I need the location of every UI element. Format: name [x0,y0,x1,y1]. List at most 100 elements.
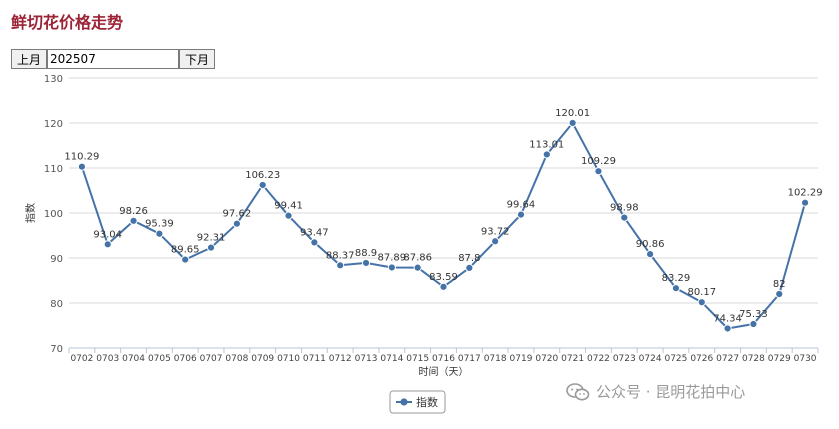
data-point [542,150,551,159]
data-point [155,229,164,238]
data-label: 83.59 [429,272,458,283]
x-tick-label: 0720 [535,354,558,364]
legend-marker [400,398,408,406]
data-label: 92.31 [197,233,226,244]
x-tick-label: 0713 [355,354,378,364]
data-label: 98.26 [119,206,148,217]
data-point [310,238,319,247]
x-tick-label: 0710 [277,354,300,364]
x-tick-label: 0716 [432,354,455,364]
x-tick-label: 0712 [329,354,352,364]
data-point [206,243,216,252]
data-label: 99.64 [507,200,536,211]
page-title: 鲜切花价格走势 [11,13,124,32]
month-selector: 上月 下月 [11,49,216,69]
x-tick-label: 0722 [587,354,610,364]
y-tick-label: 80 [50,299,63,310]
data-label: 87.86 [403,253,432,264]
data-label: 74.34 [713,313,742,324]
data-label: 88.37 [326,250,355,261]
data-label: 88.9 [355,248,377,259]
x-tick-label: 0717 [458,354,481,364]
data-label: 98.98 [610,203,639,214]
data-point [775,289,784,299]
data-point [77,162,87,171]
next-month-button[interactable]: 下月 [179,49,216,69]
data-point [284,211,293,220]
month-input[interactable] [47,49,180,69]
data-point [258,180,267,190]
data-label: 82 [773,279,786,290]
y-tick-label: 70 [50,344,63,355]
wechat-icon [566,382,590,400]
data-point [413,263,422,272]
y-tick-label: 90 [50,254,63,265]
data-point [387,263,396,272]
data-label: 99.41 [274,201,303,212]
x-tick-label: 0727 [716,354,739,364]
x-tick-label: 0704 [122,354,145,364]
data-point [336,261,345,270]
data-label: 87.89 [378,252,407,263]
x-tick-label: 0709 [251,354,274,364]
data-label: 93.72 [481,226,510,237]
data-label: 75.33 [739,309,768,320]
prev-month-button[interactable]: 上月 [11,49,48,69]
data-point [594,167,603,176]
data-point [646,250,655,259]
x-tick-label: 0706 [174,354,197,364]
watermark: 公众号 · 昆明花拍中心 [566,381,745,402]
data-label: 113.01 [529,139,564,150]
x-tick-label: 0708 [225,354,248,364]
x-axis-title: 时间（天） [419,365,469,378]
x-tick-label: 0728 [742,354,765,364]
data-point [749,319,758,329]
data-label: 80.17 [687,287,716,298]
x-tick-label: 0719 [510,354,533,364]
x-tick-label: 0724 [639,354,662,364]
data-point [439,282,448,291]
data-label: 89.65 [171,245,200,256]
data-label: 93.47 [300,227,329,238]
x-tick-label: 0730 [794,354,817,364]
data-point [516,210,526,219]
x-tick-label: 0726 [690,354,713,364]
x-tick-label: 0714 [380,354,403,364]
watermark-text: 公众号 · 昆明花拍中心 [596,383,746,401]
x-tick-label: 0703 [96,354,119,364]
y-tick-label: 110 [44,164,63,175]
data-point [723,324,732,333]
data-point [361,258,371,268]
data-label: 120.01 [555,108,590,119]
data-label: 102.29 [788,188,823,199]
data-label: 95.39 [145,219,174,230]
legend-label: 指数 [416,395,438,409]
data-label: 93.04 [93,229,122,240]
data-point [232,219,241,228]
data-label: 87.8 [458,253,480,264]
y-axis-title: 指数 [24,203,37,223]
x-tick-label: 0718 [484,354,507,364]
x-tick-label: 0723 [613,354,636,364]
data-point [697,298,706,307]
data-label: 97.62 [223,209,252,220]
x-tick-label: 0707 [200,354,223,364]
data-label: 109.29 [581,156,616,167]
x-tick-label: 0715 [406,354,429,364]
data-point [568,118,577,128]
data-point [671,284,681,293]
data-label: 83.29 [662,273,691,284]
x-tick-label: 0711 [303,354,326,364]
data-point [620,213,629,222]
data-label: 90.86 [636,239,665,250]
y-tick-label: 120 [44,119,63,130]
data-point [181,255,190,264]
data-point [129,216,138,225]
data-label: 110.29 [64,152,99,163]
x-tick-label: 0721 [561,354,584,364]
data-point [491,237,500,246]
data-label: 106.23 [245,170,280,181]
data-point [465,263,474,272]
x-tick-label: 0729 [768,354,791,364]
